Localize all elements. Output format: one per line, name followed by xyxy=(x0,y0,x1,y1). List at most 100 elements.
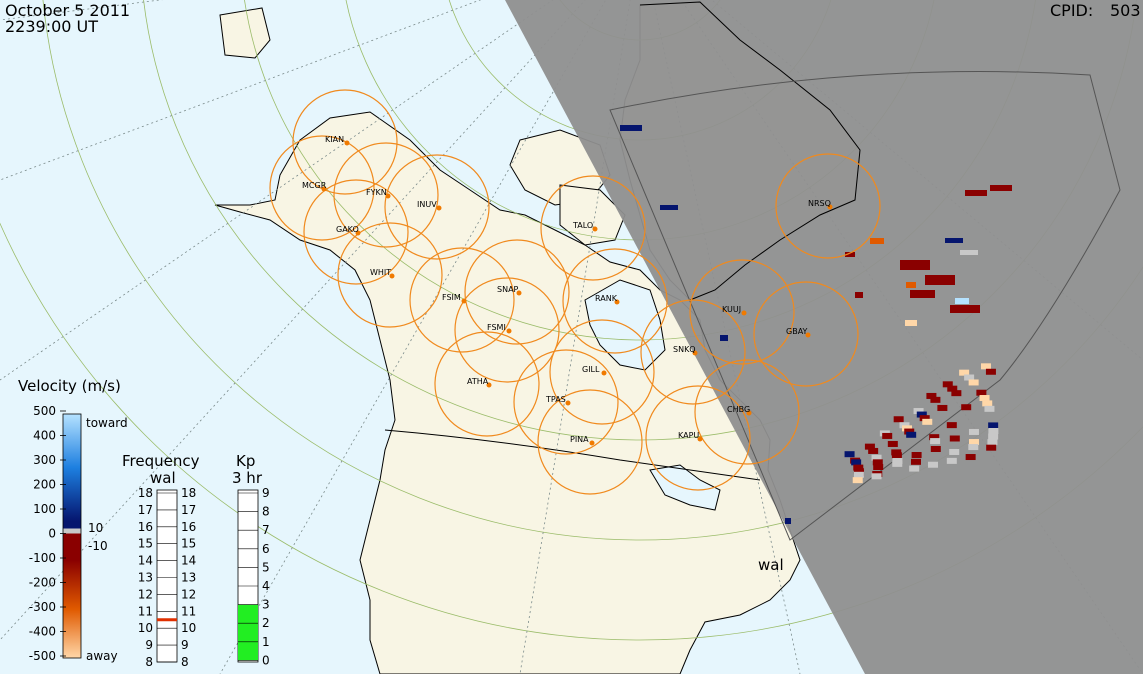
velocity-cell xyxy=(910,458,921,465)
velocity-tick-label: 200 xyxy=(33,478,56,492)
velocity-cell xyxy=(919,415,930,422)
radar-fov-fan xyxy=(609,71,1121,541)
velocity-cell xyxy=(852,477,863,484)
velocity-cell xyxy=(988,422,999,429)
frequency-tick-label: 18 xyxy=(138,486,153,500)
frequency-tick-label: 9 xyxy=(145,638,153,652)
kp-title: Kp xyxy=(236,452,255,470)
velocity-cell xyxy=(982,400,993,407)
station-fov-circle xyxy=(540,175,646,281)
velocity-cell xyxy=(949,435,960,442)
velocity-cell xyxy=(947,385,958,392)
frequency-tick-label: 16 xyxy=(138,520,153,534)
kp-tick-label: 1 xyxy=(262,635,270,649)
night-shade xyxy=(505,0,1143,674)
station-fov-circle xyxy=(775,153,881,259)
velocity-cell xyxy=(986,444,997,451)
frequency-tick-label-right: 12 xyxy=(181,587,196,601)
velocity-cell xyxy=(960,250,978,255)
frequency-tick-label-right: 15 xyxy=(181,537,196,551)
arctic-island-2 xyxy=(559,184,626,246)
velocity-cell xyxy=(900,260,930,270)
velocity-cell xyxy=(882,432,893,439)
frequency-tick-label-right: 16 xyxy=(181,520,196,534)
kp-scale: Kp 3 hr 9 8 7 6 5 4 3 2 1 0 xyxy=(232,452,270,667)
station-marker xyxy=(805,332,811,338)
velocity-cell xyxy=(949,448,960,455)
velocity-cell xyxy=(968,379,979,386)
velocity-toward-label: toward xyxy=(86,416,128,430)
velocity-cell xyxy=(965,454,976,461)
velocity-cell xyxy=(855,292,863,298)
velocity-tick-label: 100 xyxy=(33,502,56,516)
station-fov-circle xyxy=(434,331,540,437)
frequency-tick-label-right: 10 xyxy=(181,621,196,635)
velocity-cell xyxy=(946,422,957,429)
station-fov-circle xyxy=(549,319,655,425)
us-canada-border xyxy=(384,429,761,481)
station-label: INUV xyxy=(417,200,437,209)
velocity-cell xyxy=(976,389,987,396)
velocity-cell xyxy=(916,411,927,418)
station-label: ATHA xyxy=(467,377,489,386)
station-label: MCGR xyxy=(302,181,327,190)
velocity-cell xyxy=(942,381,953,388)
kp-tick-label: 0 xyxy=(262,653,270,667)
velocity-cell xyxy=(961,404,972,411)
time-label: 2239:00 UT xyxy=(5,17,99,36)
velocity-cell xyxy=(990,185,1012,191)
kp-tick-label: 4 xyxy=(262,579,270,593)
kp-tick-label: 2 xyxy=(262,616,270,630)
velocity-cell xyxy=(904,428,915,435)
station-label: GAKO xyxy=(336,225,359,234)
velocity-cell xyxy=(853,471,864,478)
frequency-tick-label-right: 18 xyxy=(181,486,196,500)
velocity-cell xyxy=(964,374,975,381)
kp-tick-label: 6 xyxy=(262,542,270,556)
velocity-tick-label: -100 xyxy=(29,551,56,565)
velocity-cell xyxy=(955,298,969,304)
station-label: NRSQ xyxy=(808,199,831,208)
cpid-label: CPID: xyxy=(1050,1,1094,20)
frequency-tick-label-right: 14 xyxy=(181,554,196,568)
station-fov-circle xyxy=(464,239,570,345)
station-marker xyxy=(461,298,467,304)
station-label: FSMI xyxy=(487,323,506,332)
velocity-cell xyxy=(906,282,916,288)
frequency-tick-label-right: 13 xyxy=(181,571,196,585)
velocity-cell xyxy=(968,428,979,435)
station-marker xyxy=(385,193,391,199)
velocity-cell xyxy=(785,518,791,524)
station-marker xyxy=(355,230,361,236)
velocity-color-bar xyxy=(62,413,82,659)
velocity-cell xyxy=(951,390,962,397)
kp-subtitle: 3 hr xyxy=(232,469,263,487)
arctic-island-3 xyxy=(219,7,271,59)
frequency-tick-label-right: 17 xyxy=(181,503,196,517)
velocity-cell xyxy=(965,190,987,196)
station-marker xyxy=(746,410,752,416)
station-marker xyxy=(741,310,747,316)
velocity-cell xyxy=(864,443,875,450)
kp-tick-label: 8 xyxy=(262,505,270,519)
station-label: TALO xyxy=(572,221,593,230)
velocity-away-label: away xyxy=(86,649,118,663)
station-fov-circle xyxy=(333,142,439,248)
kp-fill xyxy=(238,604,258,661)
station-marker xyxy=(436,205,442,211)
station-marker xyxy=(827,204,833,210)
velocity-cell xyxy=(927,461,938,468)
velocity-cell xyxy=(844,451,855,458)
station-marker xyxy=(614,299,620,305)
greenland-coast-night xyxy=(639,1,861,301)
velocity-tick-label: 500 xyxy=(33,404,56,418)
velocity-tick-label: -300 xyxy=(29,600,56,614)
station-marker xyxy=(692,350,698,356)
station-fov-circle xyxy=(384,154,490,260)
velocity-cell xyxy=(891,452,902,459)
station-marker xyxy=(486,382,492,388)
station-fov-circle xyxy=(513,349,619,455)
station-label: WHIT xyxy=(370,268,391,277)
